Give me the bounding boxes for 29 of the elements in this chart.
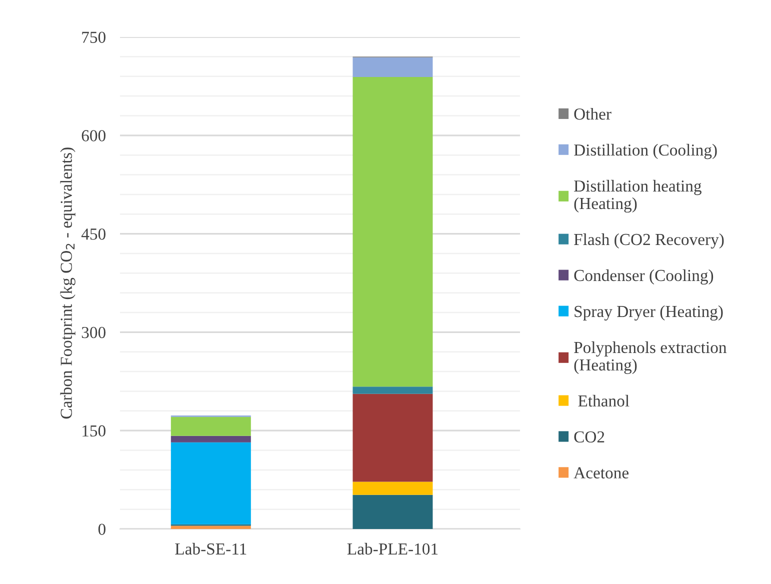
bar — [352, 386, 433, 394]
legend-label: Spray Dryer (Heating) — [574, 305, 723, 321]
y-tick-label: 750 — [82, 32, 106, 43]
legend-label: Ethanol — [578, 394, 630, 407]
bar — [170, 442, 251, 524]
bar — [352, 482, 433, 495]
legend-label: Distillation (Cooling) — [574, 144, 717, 160]
legend-label: Polyphenols extraction (Heating) — [574, 341, 727, 374]
bar — [170, 416, 251, 436]
legend-label: CO2 — [574, 431, 604, 443]
y-tick-label: 450 — [81, 228, 106, 240]
bar — [352, 77, 433, 387]
legend-label: Other — [574, 108, 612, 120]
bar — [352, 57, 433, 78]
y-tick-label: 300 — [82, 326, 106, 338]
legend-label: Distillation heating (Heating) — [574, 180, 702, 213]
y-tick-label: 150 — [82, 425, 106, 437]
y-tick-label: 600 — [82, 130, 106, 142]
bar — [170, 436, 251, 442]
legend-label: Flash (CO2 Recovery) — [574, 233, 724, 249]
bar — [352, 494, 433, 529]
y-axis-title: Carbon Footprint (kg CO$_{2}$ - equivalents) — [60, 148, 76, 419]
x-tick-label: Lab-SE-11 — [175, 542, 246, 555]
y-tick-label: 0 — [98, 524, 106, 535]
bar — [170, 526, 251, 529]
bar — [352, 394, 433, 482]
legend-label: Acetone — [574, 467, 629, 478]
legend-label: Condenser (Cooling) — [574, 269, 714, 285]
x-tick-label: Lab-PLE-101 — [347, 542, 438, 555]
